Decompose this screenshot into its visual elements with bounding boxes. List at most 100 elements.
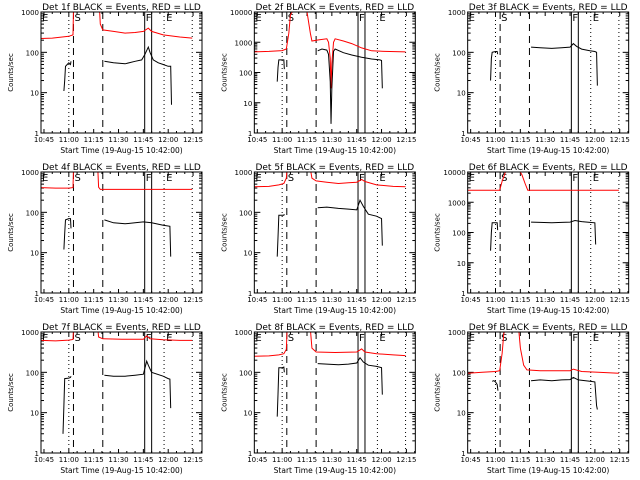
x-axis-label: Start Time (19-Aug-15 10:42:00) <box>274 466 396 475</box>
series-group <box>254 332 406 417</box>
x-tick-label: 11:45 <box>560 296 580 304</box>
x-tick-label: 11:15 <box>510 296 530 304</box>
x-tick-label: 11:00 <box>272 136 292 144</box>
y-tick-label: 1000 <box>235 329 253 337</box>
phase-marker-E1: E <box>42 13 48 24</box>
series-group <box>41 172 193 257</box>
series-lld <box>254 172 406 188</box>
series-events <box>276 48 383 124</box>
panel-det-7: Det 7f BLACK = Events, RED = LLD Counts/s… <box>7 323 203 475</box>
x-tick-label: 11:45 <box>133 456 153 464</box>
x-axis-label: Start Time (19-Aug-15 10:42:00) <box>60 466 182 475</box>
x-tick-label: 11:00 <box>272 456 292 464</box>
x-tick-label: 11:15 <box>297 296 317 304</box>
series-group <box>467 332 619 410</box>
x-tick-label: 11:30 <box>535 296 555 304</box>
x-tick-label: 10:45 <box>461 456 481 464</box>
phase-marker-E1: E <box>42 333 48 344</box>
x-axis-label: Start Time (19-Aug-15 10:42:00) <box>487 306 609 315</box>
x-tick-label: 10:45 <box>34 456 54 464</box>
x-tick-label: 11:15 <box>510 456 530 464</box>
x-tick-label: 12:00 <box>158 296 178 304</box>
x-tick-label: 11:45 <box>560 136 580 144</box>
y-tick-label: 1 <box>35 450 39 458</box>
plot-frame <box>467 11 630 134</box>
y-tick-label: 10 <box>243 410 252 418</box>
y-tick-label: 1 <box>248 290 252 298</box>
series-lld <box>41 12 193 39</box>
y-tick-label: 10 <box>457 410 466 418</box>
x-tick-label: 11:45 <box>133 136 153 144</box>
plot-frame <box>253 11 416 134</box>
y-tick-label: 1000 <box>21 169 39 177</box>
y-tick-label: 10 <box>243 250 252 258</box>
y-tick-label: 10 <box>30 250 39 258</box>
series-group <box>41 12 193 105</box>
y-tick-label: 1 <box>35 290 39 298</box>
y-tick-label: 1 <box>461 130 465 138</box>
y-tick-label: 100 <box>239 209 252 217</box>
x-axis-label: Start Time (19-Aug-15 10:42:00) <box>60 146 182 155</box>
plot-frame <box>253 331 416 454</box>
y-axis-label: Counts/sec <box>220 213 228 252</box>
y-axis-label: Counts/sec <box>434 213 442 252</box>
x-tick-label: 11:00 <box>485 296 505 304</box>
y-axis-label: Counts/sec <box>434 373 442 412</box>
phase-marker-E2: E <box>166 333 172 344</box>
series-events <box>490 42 598 86</box>
x-tick-label: 12:15 <box>396 296 416 304</box>
y-tick-label: 1000 <box>448 199 466 207</box>
x-tick-label: 11:45 <box>347 456 367 464</box>
phase-marker-F: F <box>572 13 578 24</box>
phase-marker-S: S <box>501 333 507 344</box>
panel-title: Det 9f BLACK = Events, RED = LLD <box>469 323 628 333</box>
y-tick-label: 1 <box>248 450 252 458</box>
phase-marker-S: S <box>74 13 80 24</box>
y-tick-label: 10 <box>243 100 252 108</box>
series-events <box>63 45 172 105</box>
y-tick-label: 1 <box>248 130 252 138</box>
x-tick-label: 12:15 <box>396 456 416 464</box>
y-tick-label: 100 <box>452 369 465 377</box>
phase-marker-F: F <box>572 333 578 344</box>
y-tick-label: 1 <box>461 290 465 298</box>
phase-marker-S: S <box>74 333 80 344</box>
series-group <box>41 332 193 434</box>
x-tick-label: 11:45 <box>560 456 580 464</box>
phase-marker-S: S <box>288 333 294 344</box>
x-tick-label: 10:45 <box>247 456 267 464</box>
y-tick-label: 100 <box>26 369 39 377</box>
y-axis-label: Counts/sec <box>434 53 442 92</box>
series-group <box>490 42 598 86</box>
panel-det-4: Det 4f BLACK = Events, RED = LLD Counts/s… <box>7 163 203 315</box>
phase-marker-F: F <box>359 173 365 184</box>
x-tick-label: 12:15 <box>183 296 203 304</box>
x-tick-label: 11:15 <box>84 136 104 144</box>
y-tick-label: 100 <box>239 70 252 78</box>
phase-marker-F: F <box>359 13 365 24</box>
plot-frame <box>40 331 203 454</box>
series-lld <box>254 12 406 89</box>
x-tick-label: 12:00 <box>371 136 391 144</box>
x-tick-label: 11:00 <box>59 136 79 144</box>
series-lld <box>41 332 193 342</box>
panel-title: Det 6f BLACK = Events, RED = LLD <box>469 163 628 173</box>
x-axis-label: Start Time (19-Aug-15 10:42:00) <box>487 146 609 155</box>
y-tick-label: 1 <box>461 450 465 458</box>
x-tick-label: 11:45 <box>133 296 153 304</box>
phase-marker-E2: E <box>379 173 385 184</box>
y-tick-label: 1000 <box>235 169 253 177</box>
x-tick-label: 10:45 <box>34 136 54 144</box>
y-axis-label: Counts/sec <box>7 373 15 412</box>
panel-det-9: Det 9f BLACK = Events, RED = LLD Counts/s… <box>434 323 630 475</box>
panel-det-6: Det 6f BLACK = Events, RED = LLD Counts/s… <box>434 163 630 315</box>
x-tick-label: 10:45 <box>247 136 267 144</box>
x-tick-label: 11:00 <box>59 456 79 464</box>
x-tick-label: 12:00 <box>585 296 605 304</box>
x-tick-label: 11:30 <box>322 296 342 304</box>
panel-title: Det 2f BLACK = Events, RED = LLD <box>255 3 414 13</box>
x-tick-label: 12:15 <box>610 456 630 464</box>
panel-title: Det 1f BLACK = Events, RED = LLD <box>42 3 201 13</box>
y-tick-label: 1 <box>35 130 39 138</box>
